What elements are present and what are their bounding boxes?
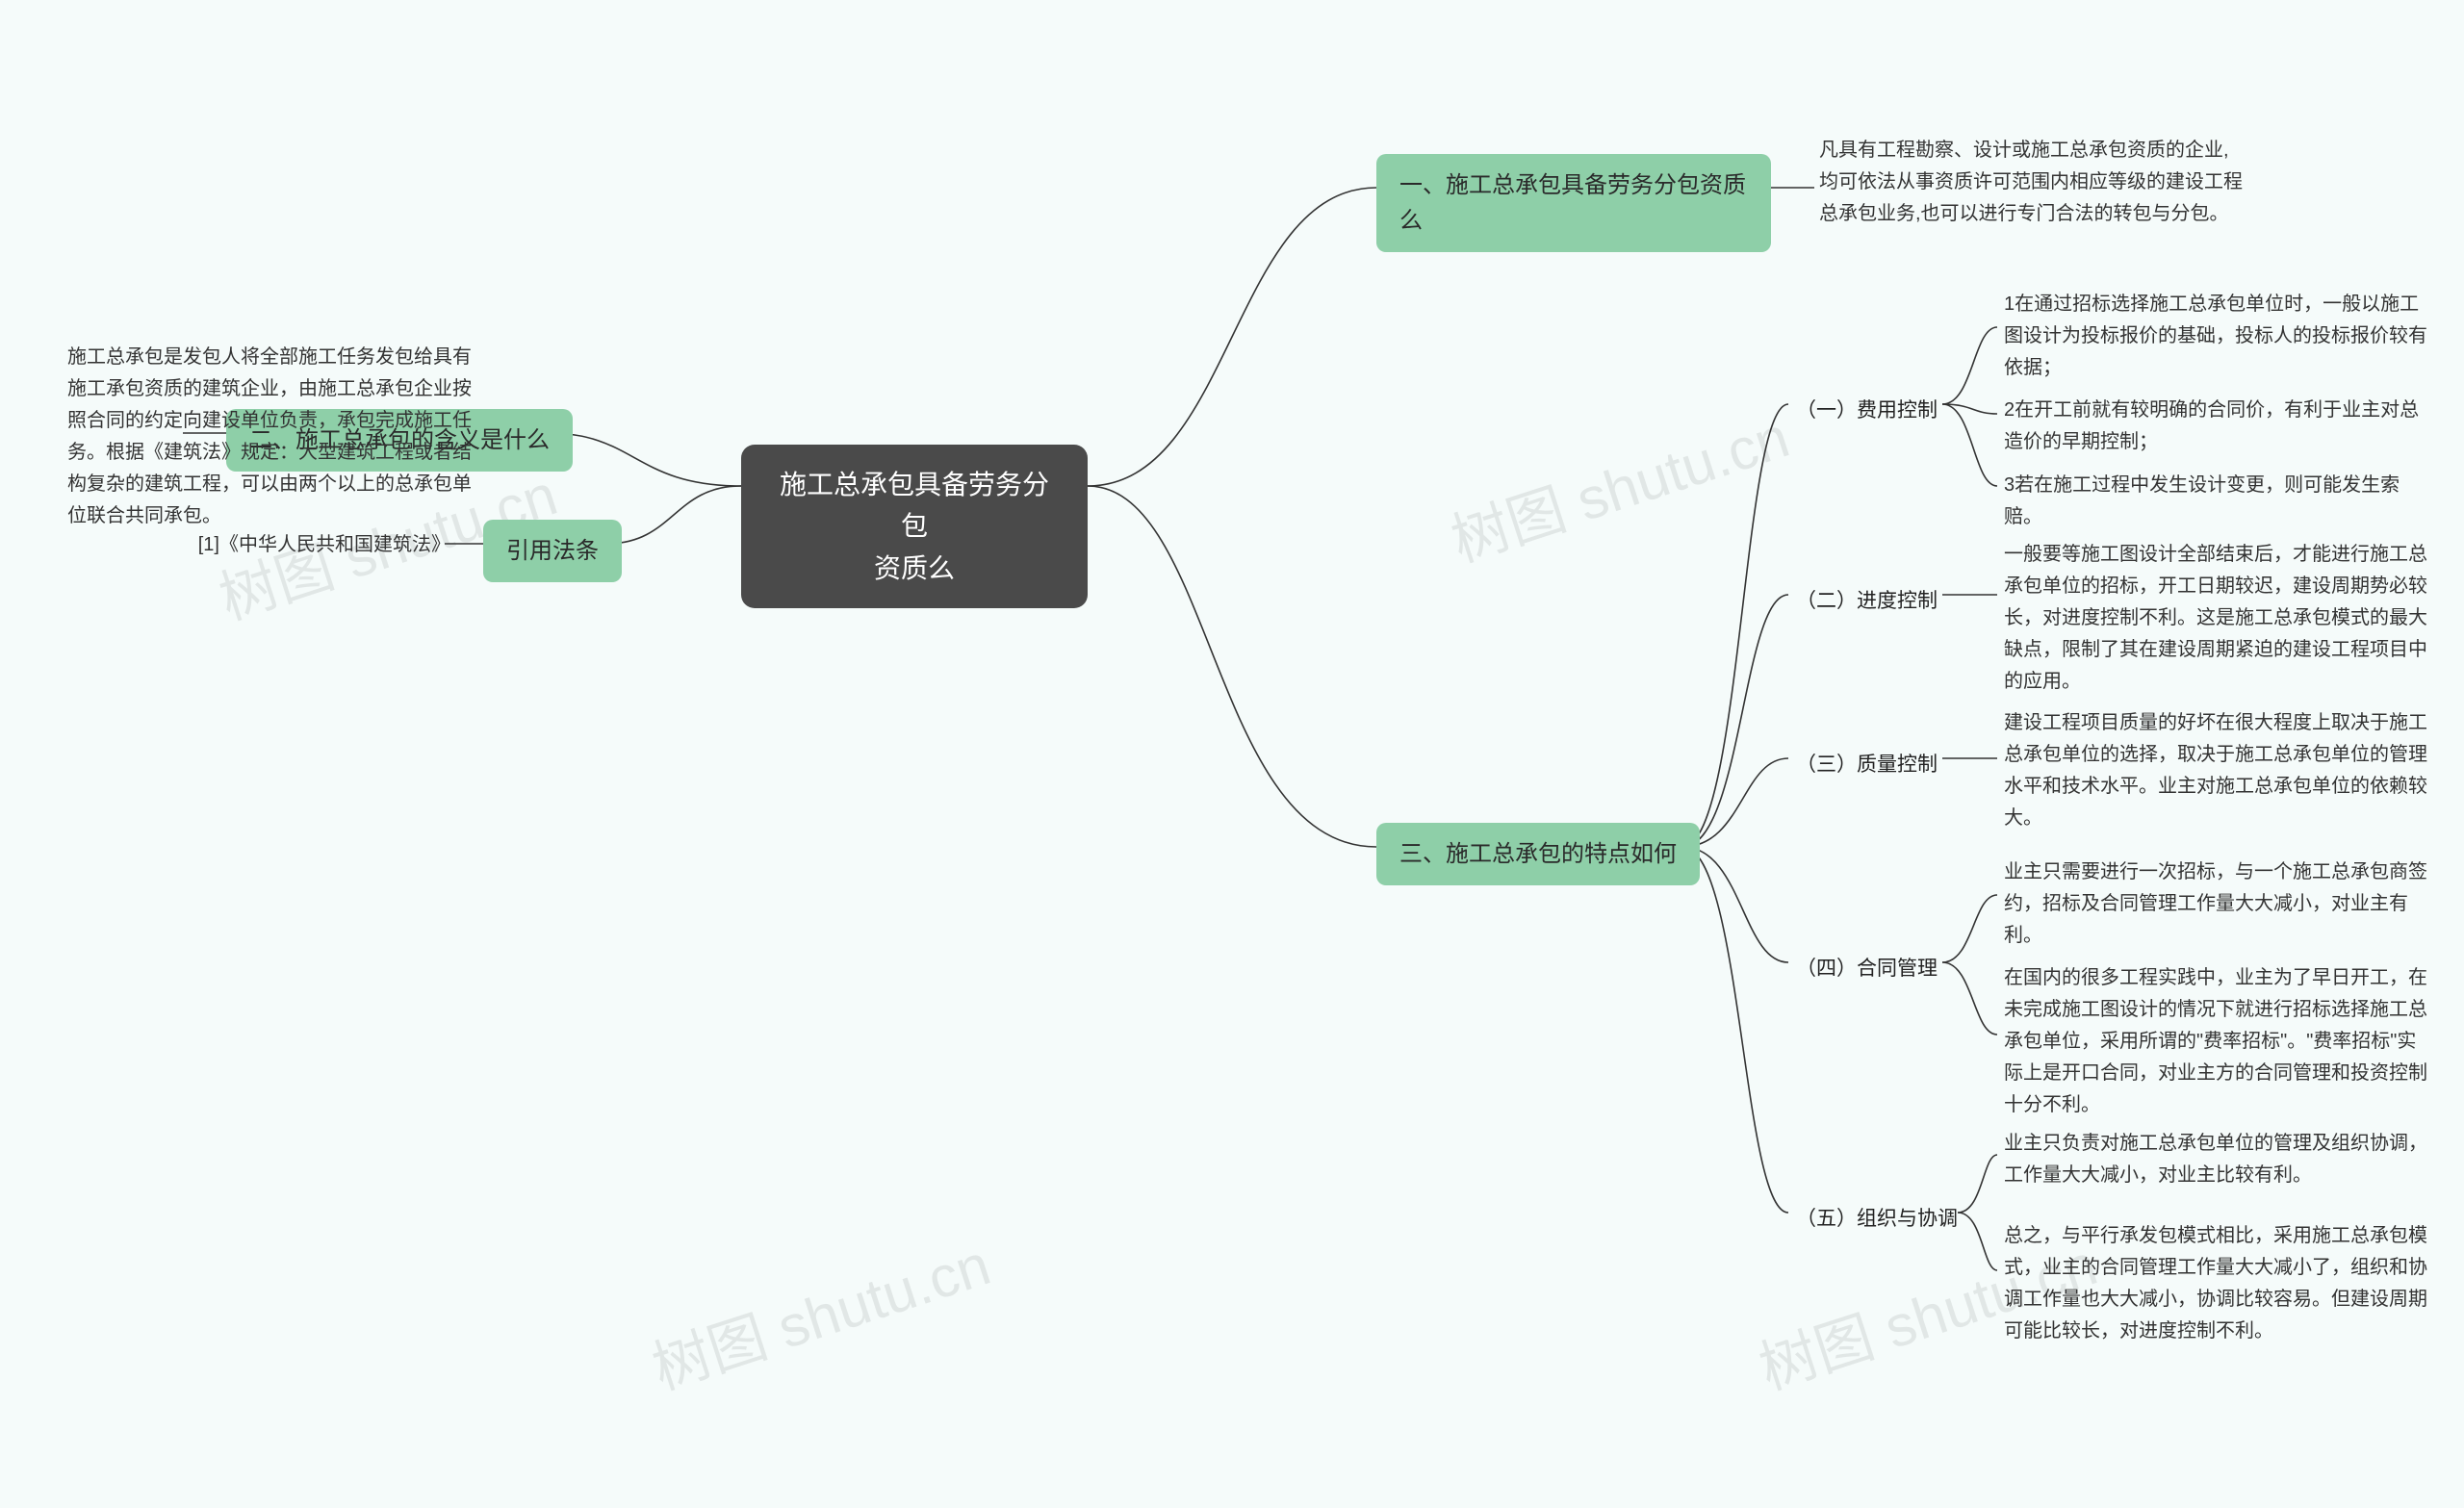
- sub-quality-leaf: 建设工程项目质量的好坏在很大程度上取决于施工总承包单位的选择，取决于施工总承包单…: [2004, 707, 2427, 834]
- root-title-line1: 施工总承包具备劳务分包: [774, 464, 1055, 548]
- branch-3: 三、施工总承包的特点如何: [1376, 823, 1700, 885]
- sub-cost: （一）费用控制: [1792, 390, 1941, 433]
- sub-org: （五）组织与协调: [1792, 1198, 1962, 1241]
- root-node: 施工总承包具备劳务分包 资质么: [741, 445, 1088, 608]
- sub-cost-leaf3: 3若在施工过程中发生设计变更，则可能发生索赔。: [2004, 470, 2427, 533]
- branch-1-line2: 么: [1399, 203, 1748, 239]
- sub-schedule-leaf: 一般要等施工图设计全部结束后，才能进行施工总承包单位的招标，开工日期较迟，建设周…: [2004, 539, 2427, 698]
- sub-org-leaf1: 业主只负责对施工总承包单位的管理及组织协调，工作量大大减小，对业主比较有利。: [2004, 1128, 2427, 1191]
- sub-schedule: （二）进度控制: [1792, 580, 1941, 624]
- branch-citation: 引用法条: [483, 520, 622, 582]
- branch-citation-leaf: [1]《中华人民共和国建筑法》: [162, 529, 450, 561]
- sub-cost-leaf1: 1在通过招标选择施工总承包单位时，一般以施工图设计为投标报价的基础，投标人的投标…: [2004, 289, 2427, 384]
- sub-contract-leaf2: 在国内的很多工程实践中，业主为了早日开工，在未完成施工图设计的情况下就进行招标选…: [2004, 962, 2427, 1121]
- branch-2-leaf: 施工总承包是发包人将全部施工任务发包给具有施工承包资质的建筑企业，由施工总承包企…: [67, 342, 472, 532]
- branch-1-leaf: 凡具有工程勘察、设计或施工总承包资质的企业,均可依法从事资质许可范围内相应等级的…: [1819, 135, 2243, 230]
- sub-quality: （三）质量控制: [1792, 744, 1941, 787]
- root-title-line2: 资质么: [774, 548, 1055, 589]
- watermark: 树图 shutu.cn: [640, 1218, 999, 1406]
- branch-1-line1: 一、施工总承包具备劳务分包资质: [1399, 167, 1748, 203]
- sub-contract-leaf1: 业主只需要进行一次招标，与一个施工总承包商签约，招标及合同管理工作量大大减小，对…: [2004, 856, 2427, 952]
- sub-org-leaf2: 总之，与平行承发包模式相比，采用施工总承包模式，业主的合同管理工作量大大减小了，…: [2004, 1220, 2427, 1347]
- sub-cost-leaf2: 2在开工前就有较明确的合同价，有利于业主对总造价的早期控制；: [2004, 395, 2427, 458]
- branch-1: 一、施工总承包具备劳务分包资质 么: [1376, 154, 1771, 252]
- watermark: 树图 shutu.cn: [1439, 391, 1798, 578]
- sub-contract: （四）合同管理: [1792, 948, 1941, 991]
